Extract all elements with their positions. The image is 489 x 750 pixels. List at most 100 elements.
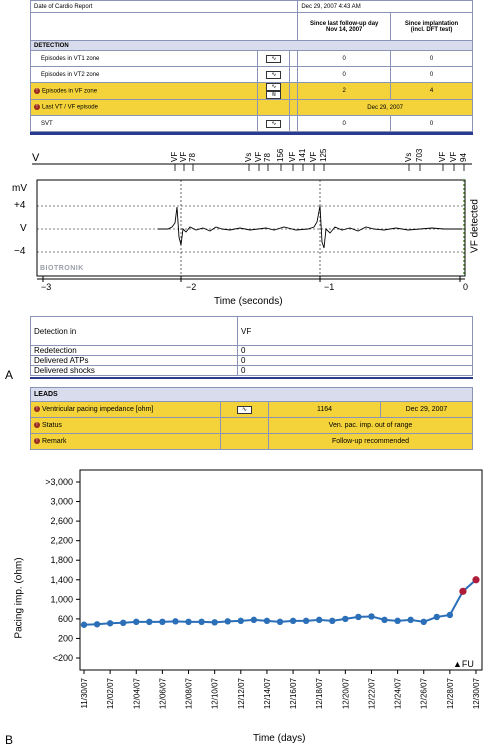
data-point <box>329 617 336 625</box>
ecg-marker-label: 78 <box>263 153 272 162</box>
alert-icon: ! <box>34 438 40 445</box>
ecg-marker-label: VF <box>288 151 297 162</box>
ecg-marker-label: VF <box>254 151 263 162</box>
data-point <box>224 618 231 625</box>
alert-icon: ! <box>34 104 40 111</box>
episode-graph-icon[interactable]: ∿ <box>266 83 282 91</box>
ecg-channel-label: V <box>32 152 40 164</box>
data-point <box>355 613 362 621</box>
data-point <box>198 618 205 626</box>
chart-x-tick-label: 12/28/07 <box>446 677 455 709</box>
chart-y-tick-label: 3,000 <box>50 497 73 507</box>
vf-detected-label: VF detected <box>469 199 481 253</box>
chart-y-tick-label: 2,600 <box>50 516 73 526</box>
panel-label-b: B <box>5 733 14 747</box>
ecg-strip <box>32 163 472 282</box>
episode-list-icon[interactable]: ≋ <box>266 91 282 99</box>
ecg-y-label: +4 <box>14 200 26 211</box>
episode-graph-icon[interactable]: ∿ <box>266 54 282 63</box>
table-row: SVT ∿ 0 0 <box>29 115 473 132</box>
table-row: ! Last VT / VF episode Dec 29, 2007 <box>29 99 473 116</box>
detection-summary-table: Detection in VF Redetection 0 Delivered AT… <box>30 316 473 376</box>
data-point <box>276 618 284 626</box>
chart-y-tick-label: 2,200 <box>50 536 73 546</box>
table-row: Redetection 0 <box>30 345 473 356</box>
chart-plot-area <box>79 469 483 671</box>
chart-x-tick-label: 12/16/07 <box>289 677 298 709</box>
ecg-marker-label: VF <box>170 151 179 162</box>
data-point <box>433 613 440 621</box>
data-point <box>237 617 244 625</box>
ecg-marker-label: 78 <box>188 153 197 162</box>
chart-x-tick-label: 12/10/07 <box>211 677 220 709</box>
series-line <box>448 579 477 616</box>
chart-x-tick-label: 12/26/07 <box>420 677 429 709</box>
data-point <box>250 616 258 624</box>
ecg-marker-label: 125 <box>319 148 328 162</box>
chart-y-tick-label: >3,000 <box>45 477 73 487</box>
data-point <box>263 617 271 625</box>
report-date-value: Dec 29, 2007 4:43 AM <box>297 0 473 13</box>
ecg-x-tick-label: −2 <box>186 282 197 292</box>
table-row: Delivered shocks 0 <box>30 365 473 376</box>
impedance-trend-icon[interactable]: ∿ <box>237 405 252 414</box>
data-point <box>316 616 323 624</box>
ecg-marker-label: 703 <box>415 148 424 162</box>
data-point <box>80 621 88 628</box>
ecg-marker-label: VF <box>179 151 188 162</box>
table-row: Delivered ATPs 0 <box>30 355 473 366</box>
ecg-marker-label: 141 <box>298 148 307 162</box>
chart-x-tick-label: 12/14/07 <box>263 677 272 709</box>
ecg-marker-label: VF <box>449 151 458 162</box>
data-point <box>159 618 166 626</box>
chart-y-tick-label: 200 <box>58 633 73 643</box>
data-point <box>133 618 140 626</box>
data-point <box>302 617 310 625</box>
alert-icon: ! <box>34 87 40 94</box>
table-row: Detection in VF <box>30 316 473 346</box>
ecg-marker-label: VF <box>438 151 447 162</box>
chart-x-tick-label: 12/04/07 <box>132 677 141 709</box>
ecg-x-tick-label: −3 <box>41 282 52 292</box>
table-row: Episodes in VT2 zone ∿ 0 0 <box>29 66 473 83</box>
table-row: ! Episodes in VF zone ∿ ≋ 2 4 <box>29 82 473 100</box>
leads-section-header: LEADS <box>30 387 473 402</box>
ecg-marker-label: 156 <box>276 148 285 162</box>
episode-graph-icon[interactable]: ∿ <box>266 70 282 79</box>
ecg-mv-label: mV <box>12 183 27 194</box>
ecg-x-axis-title: Time (seconds) <box>214 296 283 307</box>
alert-icon: ! <box>34 422 40 429</box>
data-point <box>407 616 414 624</box>
chart-x-tick-label: 12/08/07 <box>185 677 194 709</box>
data-point <box>472 576 480 584</box>
data-point <box>289 617 297 625</box>
data-point <box>381 616 388 624</box>
impedance-chart: >3,000 3,000 2,600 2,200 1,800 1,400 1,000 600 2… <box>45 469 483 709</box>
ecg-y-label: V <box>20 223 27 234</box>
chart-y-tick-label: 1,000 <box>50 594 73 604</box>
detection-report-table: Date of Cardio Report Dec 29, 2007 4:43 … <box>29 0 473 132</box>
data-point <box>106 620 114 627</box>
data-point <box>211 619 218 626</box>
chart-x-tick-label: 12/22/07 <box>367 677 376 709</box>
data-point <box>446 611 454 619</box>
data-point <box>93 621 101 628</box>
chart-x-tick-label: 12/06/07 <box>158 677 167 709</box>
table-row: ! Ventricular pacing impedance [ohm] ∿ 11… <box>30 401 473 418</box>
episode-graph-icon[interactable]: ∿ <box>266 119 282 128</box>
divider <box>30 377 473 379</box>
triangle-icon: ▲ <box>453 659 462 669</box>
data-point <box>459 587 467 595</box>
table-row: Episodes in VT1 zone ∿ 0 0 <box>29 50 473 67</box>
chart-x-tick-label: 12/02/07 <box>106 677 115 709</box>
data-point <box>120 619 127 626</box>
data-point <box>420 618 427 626</box>
chart-x-tick-label: 12/18/07 <box>315 677 324 709</box>
panel-label-a: A <box>5 368 14 382</box>
table-row: ! Remark Follow-up recommended <box>30 433 473 450</box>
ecg-y-label: −4 <box>14 246 26 257</box>
chart-y-tick-label: <200 <box>53 653 73 663</box>
detection-section-header: DETECTION <box>30 40 473 51</box>
report-date-label: Date of Cardio Report <box>29 0 299 13</box>
